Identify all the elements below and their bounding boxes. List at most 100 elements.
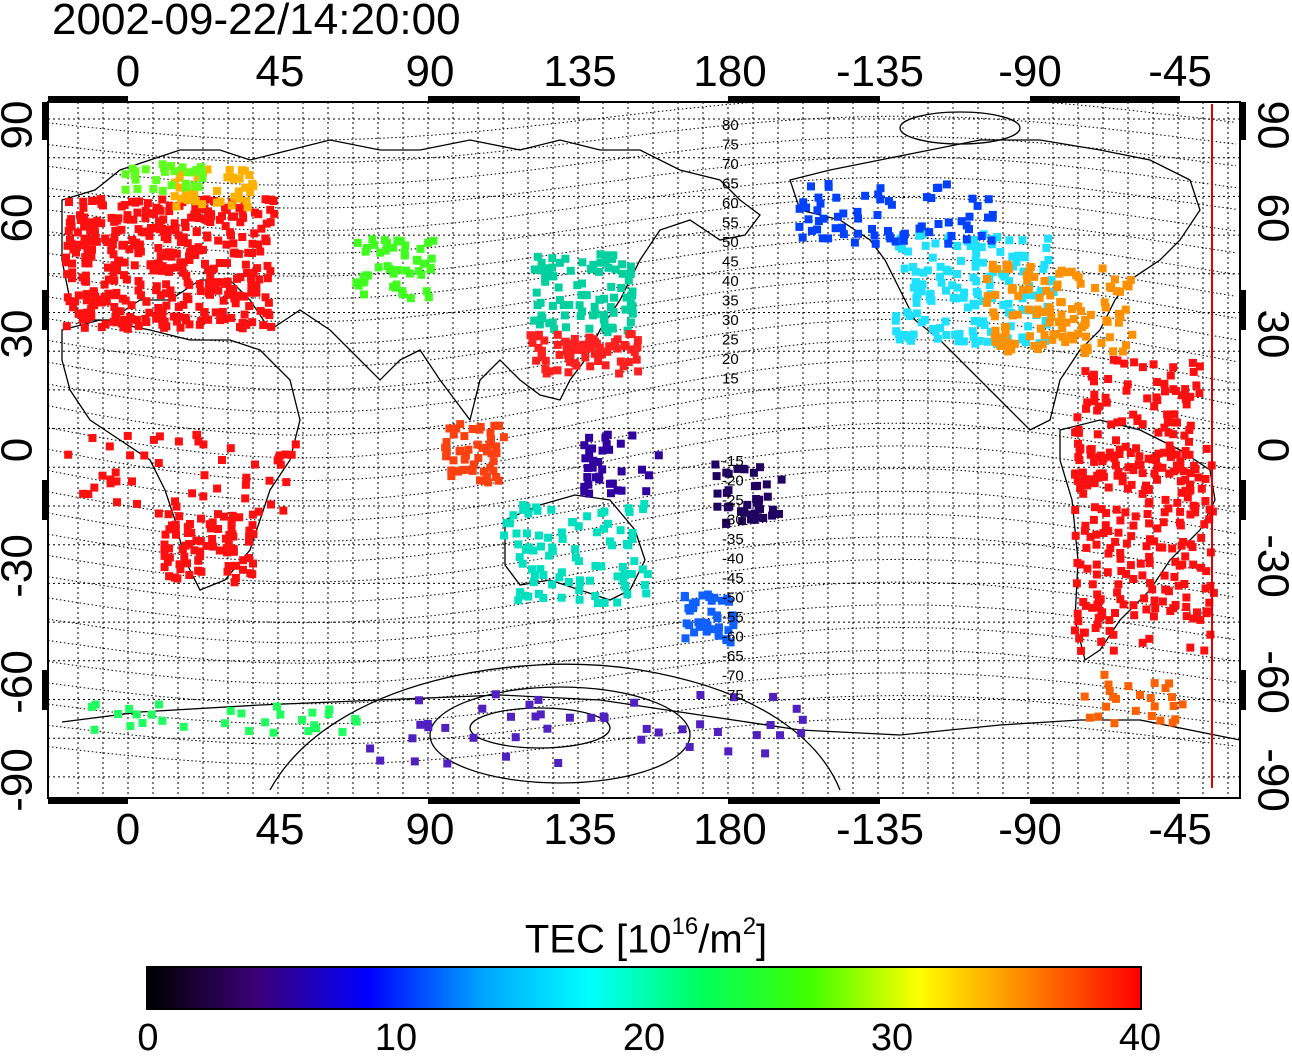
tec-patch — [163, 227, 172, 236]
tec-patch — [468, 466, 477, 475]
tec-patch — [1102, 398, 1111, 407]
tec-patch — [165, 525, 174, 534]
tec-patch — [963, 303, 972, 312]
tec-patch — [628, 291, 637, 300]
tec-patch — [1129, 521, 1138, 530]
tec-patch — [235, 513, 244, 522]
tec-patch — [1177, 488, 1186, 497]
tec-patch — [1075, 456, 1084, 464]
tec-patch — [1078, 468, 1087, 477]
tec-patch — [799, 198, 808, 207]
tec-patch — [598, 465, 607, 474]
tec-patch — [169, 248, 178, 257]
tec-patch — [526, 331, 535, 340]
tec-patch — [223, 173, 232, 182]
tec-patch — [535, 266, 544, 275]
tec-patch — [1096, 595, 1105, 604]
tec-patch — [643, 570, 652, 578]
tec-patch — [654, 451, 663, 460]
tec-patch — [912, 298, 921, 307]
tec-patch — [724, 469, 733, 478]
tec-patch — [279, 506, 288, 515]
tec-patch — [175, 173, 184, 182]
tec-patch — [1191, 508, 1200, 517]
tec-patch — [1146, 535, 1154, 544]
tec-patch — [158, 224, 167, 233]
tec-patch — [696, 691, 705, 699]
tec-patch — [1169, 702, 1178, 710]
tec-patch — [694, 618, 703, 627]
tec-patch — [807, 182, 815, 191]
tec-patch — [1109, 347, 1118, 356]
latitude-label: -60 — [0, 650, 42, 714]
tec-patch — [1195, 362, 1204, 371]
tec-patch — [352, 717, 361, 726]
latitude-label: 0 — [0, 438, 42, 462]
tec-patch — [626, 318, 635, 327]
tec-patch — [244, 248, 253, 257]
tec-patch — [936, 272, 945, 281]
tec-patch — [1075, 634, 1084, 643]
tec-patch — [1192, 381, 1201, 390]
tec-patch — [237, 292, 246, 301]
tec-patch — [211, 282, 220, 291]
tec-patch — [1186, 421, 1195, 430]
tec-patch — [1001, 323, 1009, 332]
tec-patch — [1104, 680, 1113, 689]
tec-patch — [160, 233, 169, 241]
tec-patch — [1205, 598, 1214, 607]
tec-patch — [565, 300, 574, 309]
longitude-label: 90 — [406, 805, 455, 854]
tec-patch — [1146, 579, 1154, 588]
tec-patch — [84, 490, 93, 499]
tec-patch — [370, 240, 379, 249]
tec-patch — [374, 263, 383, 272]
tec-patch — [205, 520, 214, 529]
tec-patch — [1118, 417, 1127, 426]
tec-patch — [176, 565, 185, 574]
tec-patch — [416, 244, 425, 253]
tec-patch — [132, 315, 141, 324]
tec-patch — [211, 308, 220, 317]
tec-patch — [514, 540, 523, 549]
tec-patch — [1165, 469, 1174, 478]
tec-patch — [1201, 497, 1210, 505]
tec-patch — [1131, 512, 1140, 521]
tec-patch — [201, 259, 209, 268]
tec-patch — [545, 551, 554, 560]
tec-patch — [1090, 397, 1099, 406]
tec-patch — [554, 759, 563, 767]
tec-patch — [1130, 358, 1139, 367]
top-longitude-labels: 0 45 90 135 180 -135 -90 -45 — [116, 47, 1212, 96]
tec-patch — [1104, 527, 1113, 535]
tec-patch — [243, 269, 252, 277]
tec-patch — [1085, 713, 1094, 722]
tec-patch — [619, 362, 628, 371]
tec-patch — [1168, 544, 1177, 553]
tec-patch — [1099, 529, 1108, 537]
tec-patch — [1040, 331, 1049, 340]
tec-patch — [190, 245, 199, 253]
tec-patch — [1009, 262, 1018, 271]
tec-patch — [97, 219, 106, 228]
tec-patch — [975, 337, 984, 345]
tec-patch — [216, 197, 225, 206]
tec-patch — [605, 445, 614, 454]
tec-patch — [814, 217, 823, 225]
tec-patch — [1086, 450, 1095, 459]
tec-patch — [69, 303, 78, 312]
tec-patch — [265, 476, 274, 485]
tec-patch — [617, 284, 626, 292]
tec-patch — [969, 299, 978, 308]
tec-patch — [179, 300, 188, 309]
tec-patch — [359, 278, 368, 287]
tec-patch — [1129, 601, 1138, 610]
tec-patch — [408, 734, 417, 743]
tec-patch — [1170, 572, 1179, 581]
tec-patch — [1107, 420, 1116, 429]
tec-patch — [194, 182, 203, 191]
tec-patch — [895, 242, 903, 251]
tec-patch — [792, 704, 801, 713]
tec-patch — [218, 307, 227, 316]
tec-patch — [197, 168, 206, 177]
